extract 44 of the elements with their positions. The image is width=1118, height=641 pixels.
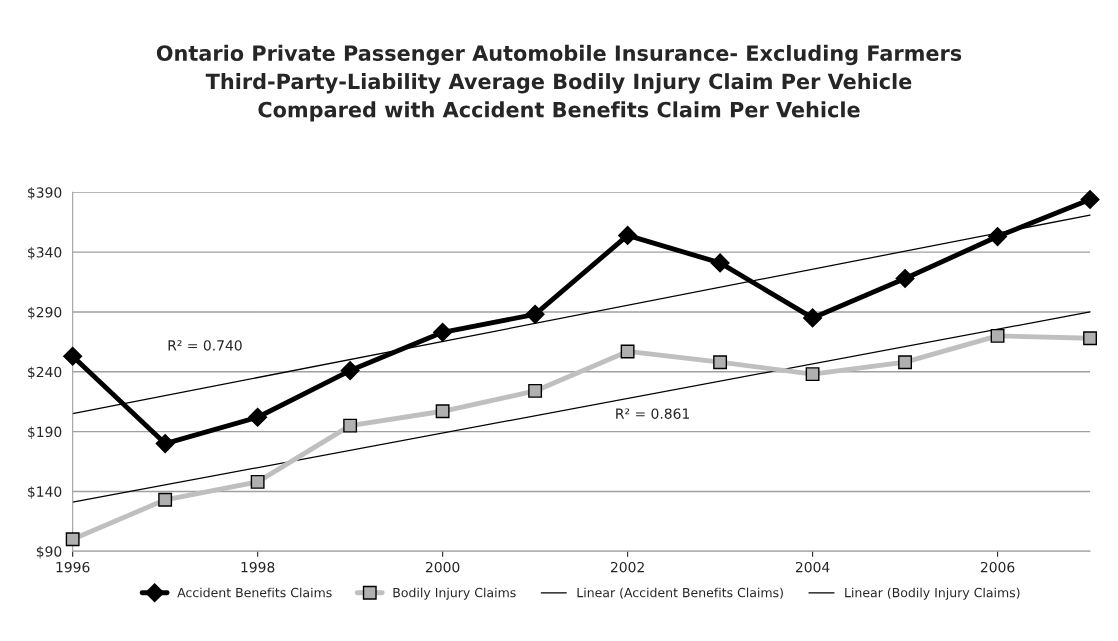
- point: [1080, 189, 1100, 210]
- point: [250, 474, 265, 489]
- point: [618, 225, 638, 245]
- point: [248, 407, 268, 427]
- point: [988, 227, 1008, 247]
- point: [63, 346, 83, 366]
- point: [805, 367, 820, 382]
- legend-label: Bodily Injury Claims: [393, 587, 516, 600]
- point: [620, 344, 635, 359]
- annotation: R² = 0.740: [168, 340, 242, 351]
- point: [895, 268, 915, 288]
- point: [713, 355, 728, 370]
- annotation: R² = 0.861: [616, 408, 690, 419]
- point: [158, 492, 173, 507]
- legend-label: Accident Benefits Claims: [177, 587, 332, 598]
- y-tick-label: $390: [28, 187, 62, 200]
- point: [65, 532, 80, 547]
- point: [1083, 331, 1097, 346]
- y-tick-label: $190: [28, 426, 62, 439]
- point: [803, 308, 823, 328]
- point: [525, 304, 545, 324]
- x-tick-label: 2002: [610, 561, 644, 573]
- point: [155, 434, 175, 454]
- x-tick-label: 2006: [980, 561, 1015, 573]
- legend-label: Linear (Bodily Injury Claims): [845, 587, 1020, 600]
- y-tick-label: $140: [28, 486, 62, 499]
- legend-label: Linear (Accident Benefits Claims): [577, 587, 783, 599]
- point: [528, 383, 543, 398]
- point: [710, 253, 730, 273]
- y-tick-label: $240: [28, 366, 62, 380]
- point: [433, 322, 453, 342]
- point: [898, 355, 913, 370]
- chart-title: Ontario Private Passenger Automobile Insurance- Excluding Farmers Third-Party-Liability Average Bodily Injury Claim Per Vehicle Compared with Accident Benefits Claim Per Vehicle: [156, 44, 962, 122]
- x-tick-label: 2004: [795, 561, 830, 573]
- point: [990, 328, 1005, 343]
- y-tick-label: $290: [28, 306, 62, 320]
- y-tick-label: $340: [28, 246, 62, 260]
- y-tick-label: $90: [36, 545, 62, 559]
- point: [435, 404, 450, 419]
- point: [340, 361, 360, 381]
- point: [343, 418, 358, 433]
- x-tick-label: 1996: [56, 561, 90, 573]
- x-tick-label: 1998: [241, 561, 275, 573]
- x-tick-label: 2000: [425, 561, 460, 573]
